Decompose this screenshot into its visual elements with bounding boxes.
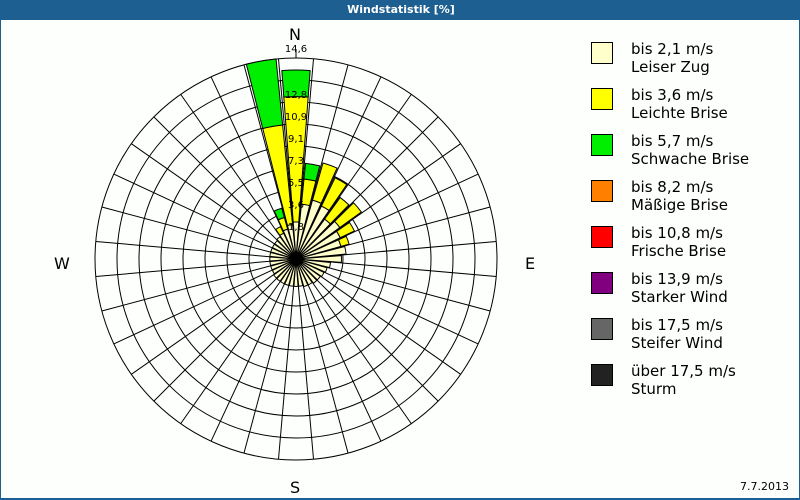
legend-item: bis 8,2 m/s Mäßige Brise — [591, 178, 791, 226]
grid-spoke — [277, 58, 295, 235]
legend-label: Starker Wind — [631, 288, 728, 306]
radial-tick-label: 14,6 — [285, 44, 307, 55]
wind-sector — [275, 226, 285, 237]
grid-spoke — [101, 206, 272, 254]
legend-item: bis 13,9 m/s Starker Wind — [591, 270, 791, 318]
grid-spoke — [320, 264, 491, 312]
legend-label: Sturm — [631, 380, 677, 398]
grid-spoke — [297, 283, 315, 460]
legend-swatch — [591, 226, 613, 248]
legend-item: bis 5,7 m/s Schwache Brise — [591, 132, 791, 180]
radial-tick-label: 7,3 — [288, 156, 304, 167]
wind-sector — [303, 162, 321, 182]
grid-spoke — [210, 281, 286, 442]
legend-label: Leichte Brise — [631, 104, 728, 122]
grid-spoke — [131, 272, 276, 375]
grid-spoke — [301, 64, 349, 235]
grid-spoke — [306, 281, 382, 442]
radial-tick-label: 5,5 — [288, 178, 304, 189]
grid-spoke — [95, 240, 272, 258]
legend-speed: bis 13,9 m/s — [631, 270, 723, 288]
grid-spoke — [309, 94, 412, 239]
grid-spoke — [318, 173, 479, 249]
legend-label: Frische Brise — [631, 242, 727, 260]
grid-spoke — [113, 269, 274, 345]
grid-spoke — [320, 260, 497, 278]
grid-spoke — [153, 276, 279, 402]
grid-spoke — [316, 143, 461, 246]
wind-sector — [320, 177, 348, 212]
legend-speed: bis 2,1 m/s — [631, 40, 714, 58]
grid-spoke — [313, 116, 439, 242]
legend-item: bis 3,6 m/s Leichte Brise — [591, 86, 791, 134]
grid-spoke — [320, 240, 497, 258]
radial-tick-label: 1,8 — [288, 222, 304, 233]
center-dot — [292, 255, 300, 263]
radial-tick-label: 12,8 — [285, 90, 307, 101]
wind-sector — [323, 196, 350, 225]
legend-speed: bis 3,6 m/s — [631, 86, 714, 104]
wind-sector — [245, 58, 284, 130]
grid-spoke — [313, 276, 439, 402]
wind-sector — [273, 207, 285, 221]
legend-item: über 17,5 m/s Sturm — [591, 362, 791, 410]
grid-spoke — [180, 94, 283, 239]
grid-spoke — [101, 264, 272, 312]
radial-tick-label: 10,9 — [285, 112, 307, 123]
legend-speed: bis 8,2 m/s — [631, 178, 714, 196]
grid-spoke — [277, 283, 295, 460]
grid-spoke — [309, 279, 412, 424]
legend-speed: bis 17,5 m/s — [631, 316, 723, 334]
grid-spoke — [301, 283, 349, 454]
legend-swatch — [591, 364, 613, 386]
grid-spoke — [243, 283, 291, 454]
legend-swatch — [591, 272, 613, 294]
compass-east: E — [525, 254, 536, 273]
legend-speed: bis 10,8 m/s — [631, 224, 723, 242]
legend-swatch — [591, 134, 613, 156]
legend-swatch — [591, 42, 613, 64]
chart-title: Windstatistik [%] — [1, 0, 800, 20]
legend-swatch — [591, 318, 613, 340]
grid-spoke — [297, 58, 315, 235]
legend-item: bis 10,8 m/s Frische Brise — [591, 224, 791, 272]
grid-spoke — [131, 143, 276, 246]
compass-west: W — [54, 254, 70, 273]
legend-item: bis 2,1 m/s Leiser Zug — [591, 40, 791, 88]
compass-north: N — [289, 25, 301, 44]
wind-sector — [335, 221, 356, 239]
legend-speed: bis 5,7 m/s — [631, 132, 714, 150]
grid-spoke — [210, 76, 286, 237]
wind-sector — [311, 162, 338, 204]
wind-sector — [337, 235, 350, 247]
frame-border-bottom — [1, 498, 800, 500]
chart-date: 7.7.2013 — [740, 480, 789, 493]
legend: bis 2,1 m/s Leiser Zug bis 3,6 m/s Leichte… — [591, 40, 791, 410]
grid-spoke — [95, 260, 272, 278]
grid-spoke — [318, 269, 479, 345]
legend-label: Mäßige Brise — [631, 196, 728, 214]
grid-spoke — [306, 76, 382, 237]
grid-spoke — [243, 64, 291, 235]
grid-spoke — [180, 279, 283, 424]
legend-swatch — [591, 88, 613, 110]
radial-tick-label: 9,1 — [288, 134, 304, 145]
legend-label: Leiser Zug — [631, 58, 710, 76]
wind-sector — [281, 69, 311, 98]
grid-spoke — [113, 173, 274, 249]
legend-label: Schwache Brise — [631, 150, 750, 168]
radial-tick-label: 3,6 — [288, 200, 304, 211]
grid-spoke — [316, 272, 461, 375]
legend-speed: über 17,5 m/s — [631, 362, 736, 380]
grid-spoke — [153, 116, 279, 242]
legend-swatch — [591, 180, 613, 202]
compass-south: S — [290, 478, 301, 497]
legend-label: Steifer Wind — [631, 334, 723, 352]
grid-spoke — [320, 206, 491, 254]
legend-item: bis 17,5 m/s Steifer Wind — [591, 316, 791, 364]
wind-sector — [333, 202, 363, 229]
